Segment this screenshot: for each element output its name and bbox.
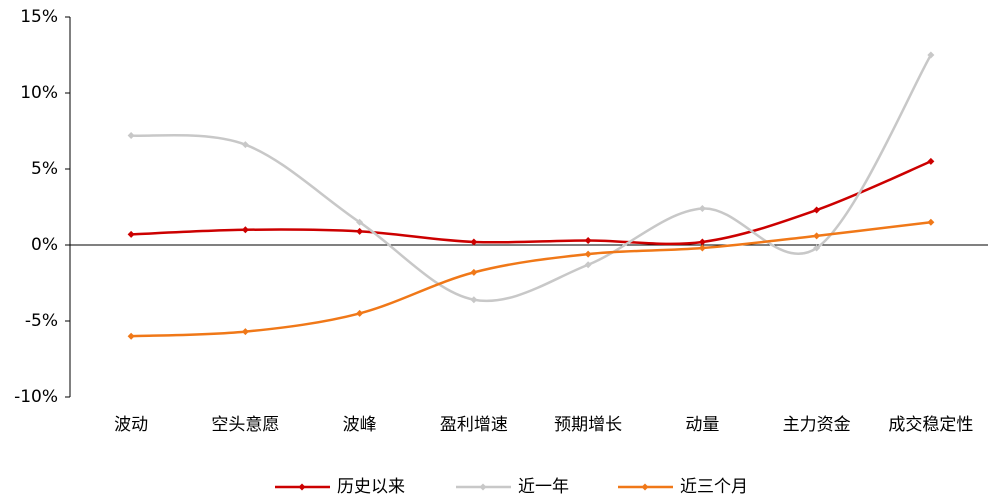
point-marker — [927, 51, 935, 59]
point-marker — [813, 244, 821, 252]
legend-label: 历史以来 — [337, 477, 405, 497]
point-marker — [356, 227, 364, 235]
point-marker — [584, 261, 592, 269]
legend-marker — [641, 483, 649, 491]
point-marker — [127, 332, 135, 340]
x-tick-label: 波动 — [114, 415, 148, 435]
point-marker — [698, 238, 706, 246]
point-marker — [127, 230, 135, 238]
legend-label: 近一年 — [518, 477, 569, 497]
point-marker — [470, 296, 478, 304]
x-tick-label: 盈利增速 — [440, 415, 508, 435]
x-tick-label: 动量 — [685, 415, 719, 435]
y-tick-label: 10% — [20, 83, 58, 103]
series-line — [131, 160, 932, 246]
point-marker — [698, 205, 706, 213]
y-tick-label: -10% — [14, 387, 58, 407]
x-tick-label: 空头意愿 — [211, 415, 279, 435]
legend-label: 近三个月 — [680, 477, 748, 497]
point-marker — [356, 218, 364, 226]
point-marker — [813, 206, 821, 214]
point-marker — [356, 309, 364, 317]
point-marker — [584, 250, 592, 258]
x-tick-label: 成交稳定性 — [888, 415, 973, 435]
point-marker — [470, 268, 478, 276]
legend-marker — [298, 483, 306, 491]
x-tick-label: 主力资金 — [783, 415, 851, 435]
point-marker — [241, 141, 249, 149]
point-marker — [470, 238, 478, 246]
point-marker — [927, 218, 935, 226]
series-line — [131, 220, 932, 338]
point-marker — [813, 232, 821, 240]
x-tick-label: 预期增长 — [554, 415, 622, 435]
y-tick-label: 0% — [31, 235, 58, 255]
y-tick-label: -5% — [25, 311, 58, 331]
y-tick-label: 15% — [20, 7, 58, 27]
point-marker — [698, 244, 706, 252]
y-tick-label: 5% — [31, 159, 58, 179]
point-marker — [584, 236, 592, 244]
point-marker — [241, 328, 249, 336]
x-tick-label: 波峰 — [343, 415, 377, 435]
point-marker — [127, 132, 135, 140]
series-line — [131, 54, 932, 303]
legend-marker — [479, 483, 487, 491]
point-marker — [927, 157, 935, 165]
point-marker — [241, 226, 249, 234]
